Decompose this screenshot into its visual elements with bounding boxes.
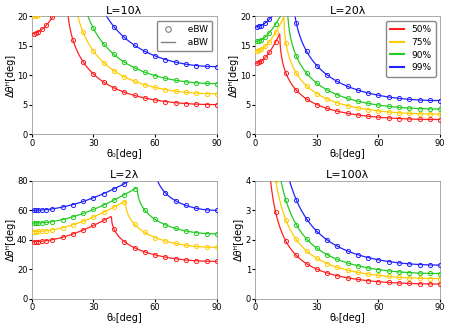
Title: L=100λ: L=100λ [326,170,369,180]
Title: L=2λ: L=2λ [110,170,139,180]
Y-axis label: Δθᴴ[deg]: Δθᴴ[deg] [229,54,239,97]
Y-axis label: Δθᴴ[deg]: Δθᴴ[deg] [6,54,16,97]
Legend: 50%, 75%, 90%, 99%: 50%, 75%, 90%, 99% [386,21,436,77]
X-axis label: θ₀[deg]: θ₀[deg] [330,314,365,323]
Y-axis label: Δθᴴ[deg]: Δθᴴ[deg] [5,218,15,262]
Y-axis label: Δθᴴ[deg]: Δθᴴ[deg] [234,218,244,262]
X-axis label: θ₀[deg]: θ₀[deg] [330,149,365,159]
X-axis label: θ₀[deg]: θ₀[deg] [106,149,142,159]
Title: L=20λ: L=20λ [329,6,366,15]
Legend:   eBW,   aBW: eBW, aBW [156,21,212,51]
X-axis label: θ₀[deg]: θ₀[deg] [106,314,142,323]
Title: L=10λ: L=10λ [106,6,143,15]
